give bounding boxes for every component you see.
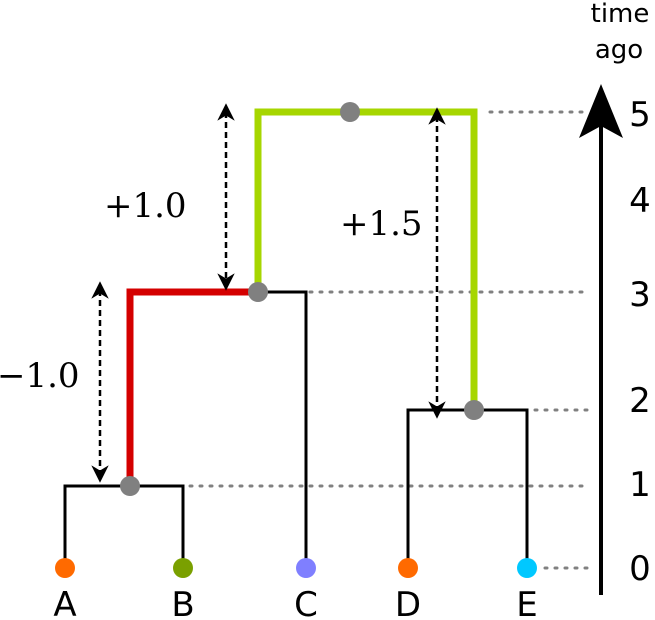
node-abc xyxy=(248,282,268,302)
tip-b-label: B xyxy=(171,585,194,620)
tips: A B C D E xyxy=(53,558,538,620)
axis-title-line1: time xyxy=(591,0,650,29)
tip-c-dot xyxy=(296,558,316,578)
tip-c-label: C xyxy=(294,585,318,620)
node-ab xyxy=(120,476,140,496)
time-axis-arrowhead xyxy=(579,84,623,138)
right-shift-label: +1.5 xyxy=(340,204,423,244)
green-branch xyxy=(254,108,478,410)
tip-e-dot xyxy=(517,558,537,578)
internal-nodes xyxy=(120,102,484,496)
red-branch xyxy=(126,288,258,486)
tip-a-label: A xyxy=(53,585,76,620)
branch-de xyxy=(406,408,529,568)
mid-shift-label: +1.0 xyxy=(104,186,187,226)
tip-b-dot xyxy=(173,558,193,578)
time-axis: time ago 5 4 3 2 1 0 xyxy=(579,0,651,595)
node-root xyxy=(340,102,360,122)
tick-5: 5 xyxy=(629,95,651,135)
tick-1: 1 xyxy=(629,465,651,505)
branch-c xyxy=(258,290,308,568)
tick-0: 0 xyxy=(629,549,651,589)
tick-3: 3 xyxy=(629,275,651,315)
tip-d-label: D xyxy=(395,585,421,620)
node-de xyxy=(464,400,484,420)
shift-arrows xyxy=(91,103,446,483)
tick-4: 4 xyxy=(629,181,651,221)
left-shift-label: −1.0 xyxy=(0,356,80,396)
tip-e-label: E xyxy=(516,585,537,620)
axis-title-line2: ago xyxy=(595,35,643,65)
branch-ab xyxy=(63,484,185,568)
tree-branches xyxy=(63,290,529,568)
time-guides xyxy=(188,110,592,570)
tip-a-dot xyxy=(55,558,75,578)
tick-2: 2 xyxy=(629,381,651,421)
tip-d-dot xyxy=(398,558,418,578)
